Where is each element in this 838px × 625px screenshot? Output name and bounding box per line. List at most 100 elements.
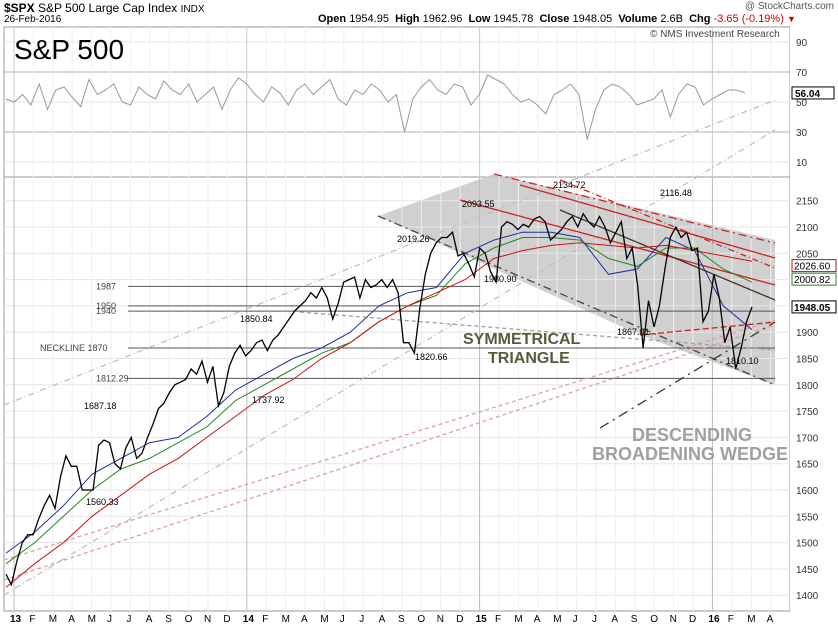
month-tick-label: S	[398, 614, 405, 625]
month-tick-label: J	[359, 614, 364, 625]
down-arrow-icon: ▼	[786, 14, 796, 24]
trend-line	[599, 321, 776, 429]
price-point-label: 1810.10	[726, 356, 759, 366]
moving-average-line	[5, 231, 753, 554]
high-label: High	[395, 13, 420, 25]
month-tick-label: F	[495, 614, 501, 625]
level-label: 1987	[96, 281, 116, 291]
right-axis-area	[790, 27, 836, 611]
price-tag-label: 1948.05	[794, 303, 831, 314]
low-label: Low	[468, 13, 491, 25]
trend-line	[299, 311, 776, 351]
month-tick-label: N	[670, 614, 677, 625]
month-tick-label: J	[126, 614, 131, 625]
broadening-wedge-label: BROADENING WEDGE	[592, 444, 789, 464]
month-tick-label: O	[185, 614, 193, 625]
open-label: Open	[318, 13, 347, 25]
price-tag-box	[791, 300, 837, 314]
indicator-value-label: 56.04	[795, 89, 820, 100]
price-tick-label: 1700	[796, 433, 819, 444]
month-tick-label: D	[456, 614, 463, 625]
price-tick-label: 1400	[796, 591, 819, 602]
price-tick-label: 1450	[796, 565, 819, 576]
month-tick-label: D	[689, 614, 696, 625]
price-tick-label: 2150	[796, 197, 819, 208]
price-point-label: 2116.48	[660, 188, 692, 198]
month-tick-label: M	[553, 614, 561, 625]
month-tick-label: M	[514, 614, 522, 625]
month-tick-label: A	[68, 614, 75, 625]
price-point-label: 1687.18	[84, 401, 117, 411]
month-tick-label: J	[107, 614, 112, 625]
price-tick-label: 1750	[796, 407, 819, 418]
month-tick-label: A	[534, 614, 541, 625]
exchange: INDX	[180, 4, 205, 15]
month-tick-label: A	[379, 614, 386, 625]
indicator-tick-label: 10	[796, 158, 808, 169]
price-point-label: 1820.66	[415, 352, 448, 362]
volume-value: 2.6B	[660, 13, 683, 25]
price-point-label: 1867.01	[617, 327, 650, 337]
credit-label: © NMS Investment Research	[650, 29, 780, 40]
descending-label: DESCENDING	[632, 425, 753, 445]
price-tick-label: 1500	[796, 539, 819, 550]
month-tick-label: N	[437, 614, 444, 625]
price-tag-box	[791, 259, 837, 273]
month-tick-label: 13	[10, 614, 22, 625]
month-tick-label: S	[165, 614, 172, 625]
level-label: 1950	[96, 301, 116, 311]
price-tag-label: 2000.82	[794, 275, 831, 286]
price-line	[5, 212, 753, 587]
indicator-tick-label: 50	[796, 98, 808, 109]
close-value: 1948.05	[572, 13, 613, 25]
price-tick-label: 1550	[796, 512, 819, 523]
price-point-label: 2019.26	[397, 234, 430, 244]
price-tag-box	[791, 272, 837, 286]
month-tick-label: M	[49, 614, 57, 625]
symbol: $SPX	[4, 1, 35, 15]
volume-label: Volume	[618, 13, 658, 25]
price-tick-label: 2100	[796, 223, 819, 234]
month-tick-label: J	[592, 614, 597, 625]
month-tick-label: F	[728, 614, 734, 625]
chart-date: 26-Feb-2016	[4, 14, 62, 25]
indicator-value-tag	[791, 86, 835, 100]
month-tick-label: A	[301, 614, 308, 625]
month-tick-label: F	[262, 614, 268, 625]
watermark: @ StockCharts.com	[744, 1, 834, 12]
trend-line	[459, 199, 776, 286]
trend-line	[3, 324, 776, 581]
month-tick-label: J	[340, 614, 345, 625]
month-tick-label: 14	[243, 614, 255, 625]
ohlc-row: Open 1954.95 High 1962.96 Low 1945.78 Cl…	[318, 13, 796, 25]
month-tick-label: M	[747, 614, 755, 625]
low-value: 1945.78	[493, 13, 534, 25]
month-tick-label: A	[767, 614, 774, 625]
price-tick-label: 1900	[796, 328, 819, 339]
price-tick-label: 1600	[796, 486, 819, 497]
close-label: Close	[539, 13, 570, 25]
indicator-tick-label: 90	[796, 38, 808, 49]
price-point-label: 1737.92	[252, 395, 285, 405]
price-point-label: 1980.90	[484, 274, 517, 284]
level-label: 1940	[96, 306, 116, 316]
price-tick-label: 2050	[796, 249, 819, 260]
moving-average-line	[5, 242, 753, 588]
price-tick-label: 1650	[796, 460, 819, 471]
month-tick-label: M	[282, 614, 290, 625]
price-point-label: 2134.72	[553, 180, 586, 190]
index-name: S&P 500 Large Cap Index	[38, 1, 178, 15]
month-tick-label: A	[611, 614, 618, 625]
indicator-tick-label: 70	[796, 68, 808, 79]
indicator-tick-label: 30	[796, 128, 808, 139]
price-tick-label: 1800	[796, 381, 819, 392]
month-tick-label: O	[417, 614, 425, 625]
month-tick-label: D	[223, 614, 230, 625]
triangle-label: TRIANGLE	[488, 350, 570, 367]
indicator-title: S&P 500	[14, 34, 125, 65]
month-tick-label: J	[573, 614, 578, 625]
price-point-label: 2093.55	[462, 199, 495, 209]
trend-line	[519, 184, 776, 259]
level-label: NECKLINE 1870	[40, 343, 108, 353]
